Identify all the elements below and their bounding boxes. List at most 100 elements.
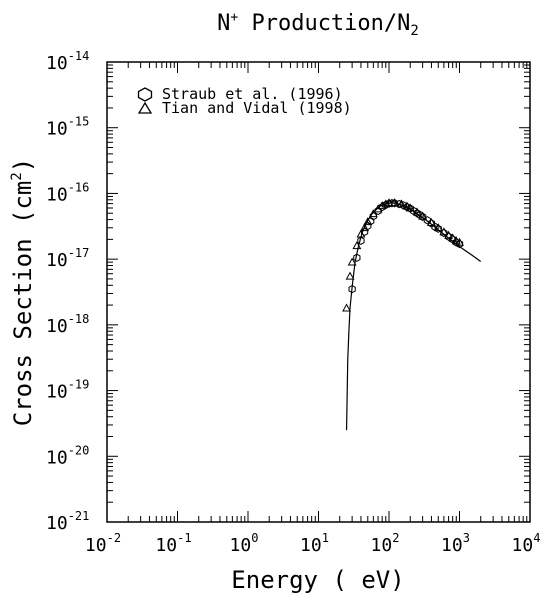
y-tick-label: 10-14 [46,49,89,74]
data-point-tian [345,271,355,280]
data-point-straub [455,239,464,249]
x-tick-exponent: 2 [392,531,399,545]
x-tick-label: 100 [230,531,259,556]
x-tick-exponent: -2 [107,531,121,545]
y-tick-exponent: -20 [68,443,90,457]
y-tick-base: 10 [46,382,68,403]
x-tick-base: 10 [512,535,534,556]
data-point-tian [381,199,391,208]
title-charge: + [230,10,238,25]
y-tick-base: 10 [46,513,68,534]
x-tick-exponent: 0 [251,531,258,545]
legend-label-tian: Tian and Vidal (1998) [162,99,352,117]
y-tick-base: 10 [46,250,68,271]
data-point-tian [448,233,458,242]
x-tick-base: 10 [300,535,322,556]
y-tick-exponent: -15 [68,115,90,129]
data-point-tian [342,303,352,312]
fit-curve [345,202,482,431]
y-tick-base: 10 [46,316,68,337]
data-point-tian [363,217,373,226]
x-tick-label: 10-1 [155,531,191,556]
data-point-straub [369,212,377,221]
title-rest: Production/N [238,11,410,36]
x-tick-label: 104 [512,531,541,556]
data-point-straub [423,216,431,225]
y-tick-exponent: -14 [68,49,90,63]
data-point-tian [433,223,443,232]
data-point-tian [418,211,428,220]
legend-triangle-marker [137,101,153,114]
legend-circle-marker [137,87,153,102]
y-tick-exponent: -19 [68,378,90,392]
data-point-tian [368,209,378,218]
x-tick-base: 10 [155,535,177,556]
y-tick-base: 10 [46,447,68,468]
data-point-tian [347,257,357,266]
data-point-straub [440,228,448,238]
data-point-straub [388,199,396,208]
legend-label-straub: Straub et al. (1996) [162,85,343,103]
x-tick-base: 10 [85,535,107,556]
x-tick-base: 10 [230,535,252,556]
y-tick-exponent: -18 [68,312,90,326]
data-point-straub [374,206,382,216]
y-tick-exponent: -21 [68,509,90,523]
data-point-tian [426,217,436,226]
x-tick-label: 103 [441,531,470,556]
legend: Straub et al. (1996) Tian and Vidal (199… [137,85,352,117]
x-tick-exponent: 1 [322,531,329,545]
y-tick-base: 10 [46,53,68,74]
y-axis-label-main: Cross Section (cm [9,181,37,427]
plot-frame [106,61,531,523]
y-tick-base: 10 [46,184,68,205]
x-tick-base: 10 [371,535,393,556]
y-tick-label: 10-16 [46,180,89,205]
data-point-tian [390,198,400,207]
data-point-tian [439,227,449,236]
data-point-tian [402,201,412,210]
title-species: N [217,11,230,36]
y-tick-label: 10-21 [46,509,89,534]
data-point-straub [348,284,356,294]
y-tick-exponent: -17 [68,246,90,260]
x-tick-label: 101 [300,531,329,556]
x-tick-label: 10-2 [85,531,121,556]
x-tick-labels: 10-2 10-1 100 101 102 103 104 [85,531,541,556]
y-tick-label: 10-20 [46,443,89,468]
data-point-tian [455,237,464,246]
data-point-straub [353,253,361,262]
y-axis-label-sup: 2 [9,172,25,180]
y-axis-label-close: ) [9,158,37,172]
x-tick-label: 102 [371,531,400,556]
x-tick-exponent: 4 [533,531,540,545]
data-point-tian [444,230,454,239]
data-point-tian [412,207,422,216]
x-tick-exponent: -1 [177,531,191,545]
y-tick-label: 10-19 [46,378,89,403]
data-point-tian [352,241,362,250]
y-tick-exponent: -16 [68,180,90,194]
data-point-tian [396,199,406,208]
data-point-straub [357,236,365,245]
x-tick-exponent: 3 [463,531,470,545]
data-point-tian [384,198,394,207]
y-tick-base: 10 [46,119,68,140]
x-axis-label: Energy ( eV) [231,566,404,594]
data-point-tian [356,229,366,238]
y-tick-label: 10-18 [46,312,89,337]
data-point-tian [360,223,370,232]
data-point-straub [434,224,442,233]
data-point-tian [377,201,387,210]
y-axis-label: Cross Section (cm2) [9,158,37,427]
tick-marks [106,61,531,523]
title-subscript: 2 [410,23,418,39]
y-tick-label: 10-15 [46,115,89,140]
x-tick-base: 10 [441,535,463,556]
chart-title: N+ Production/N2 [217,10,419,39]
data-point-tian [405,203,415,212]
data-markers [342,198,464,312]
